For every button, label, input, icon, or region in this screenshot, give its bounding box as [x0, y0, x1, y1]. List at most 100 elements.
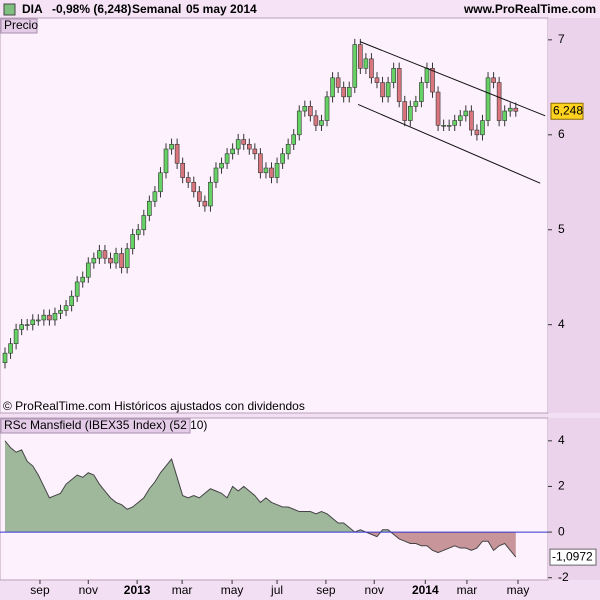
- candle-body: [452, 120, 458, 126]
- candle-body: [2, 352, 8, 363]
- candle-body: [330, 77, 335, 98]
- x-tick-label: jul: [270, 583, 283, 597]
- candle-body: [63, 305, 69, 311]
- source-note: © ProRealTime.com Históricos ajustados c…: [3, 399, 305, 413]
- candle-body: [419, 82, 424, 102]
- candle-body: [485, 77, 491, 121]
- trendline: [357, 103, 541, 184]
- candle-body: [408, 106, 413, 121]
- candle-body: [391, 68, 396, 83]
- period: Semanal: [132, 2, 181, 16]
- site: www.ProRealTime.com: [463, 2, 596, 16]
- date: 05 may 2014: [186, 2, 257, 16]
- candle-body: [8, 343, 13, 354]
- candle-body: [202, 200, 208, 207]
- price-title: Precio: [4, 18, 38, 32]
- y-tick-label: 0: [558, 524, 565, 538]
- candle-body: [124, 248, 130, 269]
- x-tick-label: nov: [79, 583, 98, 597]
- candle-body: [380, 82, 385, 98]
- candle-body: [302, 106, 308, 112]
- candle-body: [319, 120, 324, 126]
- candle-body: [208, 181, 213, 207]
- x-tick-label: sep: [316, 583, 336, 597]
- trendline: [360, 41, 546, 117]
- candle-body: [502, 110, 507, 121]
- x-tick-label: 2014: [412, 583, 439, 597]
- candle-body: [174, 143, 180, 164]
- candle-body: [296, 110, 302, 136]
- candle-body: [80, 276, 86, 283]
- x-tick-label: may: [507, 583, 530, 597]
- candle-body: [424, 68, 430, 83]
- candle-body: [358, 44, 363, 69]
- candle-body: [324, 96, 330, 121]
- candle-body: [246, 143, 252, 150]
- price-panel: [0, 17, 549, 414]
- y-tick-label: 4: [558, 317, 565, 331]
- candle-body: [36, 319, 41, 322]
- candle-body: [58, 310, 63, 314]
- candle-body: [446, 124, 452, 127]
- candle-body: [474, 129, 480, 136]
- candle-body: [147, 200, 152, 216]
- candle-body: [219, 162, 224, 169]
- x-tick-label: mar: [172, 583, 193, 597]
- change: -0,98% (6,248): [52, 2, 131, 16]
- candle-body: [185, 177, 191, 183]
- candle-body: [169, 143, 174, 150]
- candle-body: [30, 319, 36, 325]
- candle-body: [280, 153, 285, 164]
- candle-body: [313, 115, 319, 126]
- x-tick-label: may: [221, 583, 244, 597]
- candle-body: [47, 314, 52, 321]
- candle-body: [102, 250, 108, 259]
- candle-body: [158, 172, 163, 193]
- candle-body: [252, 148, 258, 155]
- candle-body: [496, 82, 502, 121]
- candle-body: [108, 257, 113, 264]
- rs-line: [4, 440, 517, 558]
- last-value-label: -1,0972: [552, 549, 593, 563]
- candle-body: [352, 44, 358, 88]
- header-bar: [0, 0, 600, 18]
- candle-body: [19, 324, 24, 330]
- candle-body: [491, 77, 496, 83]
- symbol: DIA: [22, 2, 43, 16]
- candle-body: [441, 124, 446, 127]
- y-tick-label: 7: [558, 32, 565, 46]
- symbol-icon: [3, 3, 16, 16]
- candle-body: [119, 253, 124, 269]
- candle-body: [430, 68, 435, 93]
- candle-body: [24, 324, 30, 326]
- candle-body: [152, 191, 158, 202]
- candle-body: [213, 167, 219, 183]
- candle-body: [457, 115, 463, 121]
- y-tick-label: 2: [558, 479, 565, 493]
- candle-body: [74, 281, 80, 297]
- candle-body: [130, 234, 135, 250]
- candle-body: [402, 101, 408, 121]
- candle-body: [69, 295, 74, 307]
- candle-body: [374, 77, 380, 83]
- candle-body: [163, 148, 169, 174]
- last-value-box: [550, 102, 584, 120]
- x-tick-label: sep: [30, 583, 50, 597]
- candle-body: [346, 87, 352, 98]
- candle-body: [41, 314, 47, 321]
- y-tick-label: 6: [558, 127, 565, 141]
- candle-body: [197, 191, 202, 202]
- x-tick-label: 2013: [124, 583, 151, 597]
- price-axis-bg: [548, 18, 600, 413]
- candle-body: [52, 313, 58, 321]
- candle-body: [463, 110, 469, 117]
- x-tick-label: mar: [457, 583, 478, 597]
- candle-body: [85, 262, 91, 278]
- candle-body: [285, 143, 291, 155]
- candle-body: [507, 107, 513, 112]
- candle-body: [469, 110, 474, 131]
- candle-body: [135, 229, 141, 235]
- candle-body: [385, 82, 391, 98]
